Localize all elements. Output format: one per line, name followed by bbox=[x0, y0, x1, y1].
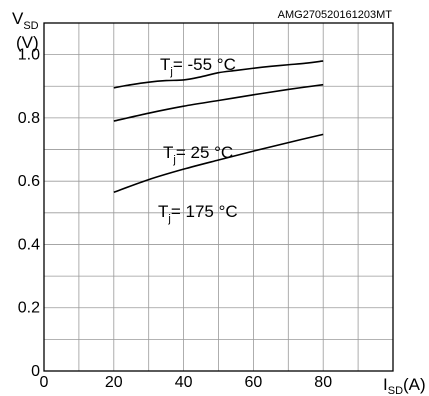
y-tick-label: 0.8 bbox=[18, 110, 40, 127]
series-line-2 bbox=[113, 133, 324, 194]
curve-label-25: Tj= 25 °C bbox=[163, 143, 233, 166]
x-tick-label: 40 bbox=[175, 374, 193, 391]
grid bbox=[44, 23, 393, 371]
y-tick-label: 0.2 bbox=[18, 300, 40, 317]
series-line-1 bbox=[113, 83, 324, 122]
curves bbox=[113, 60, 324, 194]
code-label: AMG270520161203MT bbox=[278, 9, 393, 21]
curve-label-minus55: Tj= -55 °C bbox=[160, 55, 236, 78]
x-tick-label: 60 bbox=[245, 374, 263, 391]
y-axis-symbol: VSD bbox=[12, 9, 39, 32]
x-tick-label: 0 bbox=[40, 374, 49, 391]
tick-labels: 0 0.2 0.4 0.6 0.8 1.0 0 20 40 60 80 bbox=[18, 47, 332, 391]
y-tick-label: 1.0 bbox=[18, 47, 40, 64]
x-tick-label: 20 bbox=[105, 374, 123, 391]
y-tick-label: 0.6 bbox=[18, 173, 40, 190]
y-tick-label: 0 bbox=[31, 363, 40, 380]
x-tick-label: 80 bbox=[314, 374, 332, 391]
x-axis-label: ISD(A) bbox=[383, 375, 426, 396]
y-tick-label: 0.4 bbox=[18, 236, 40, 253]
plot-frame bbox=[43, 22, 394, 372]
y-axis-unit: (V) bbox=[16, 33, 39, 52]
curve-label-175: Tj= 175 °C bbox=[158, 202, 238, 225]
series-line-0 bbox=[113, 60, 324, 89]
